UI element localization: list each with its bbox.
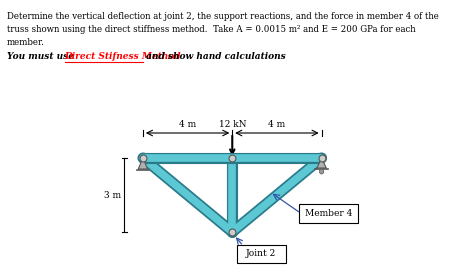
- Text: truss shown using the direct stiffness method.  Take A = 0.0015 m² and E = 200 G: truss shown using the direct stiffness m…: [7, 25, 415, 34]
- Polygon shape: [317, 158, 326, 168]
- Circle shape: [319, 169, 324, 174]
- Text: Joint 2: Joint 2: [246, 249, 276, 259]
- Text: Direct Stifness Method: Direct Stifness Method: [64, 52, 181, 61]
- Polygon shape: [138, 158, 147, 169]
- Text: Member 4: Member 4: [305, 209, 352, 218]
- Text: 12 kN: 12 kN: [219, 120, 246, 129]
- Text: member.: member.: [7, 38, 45, 47]
- Text: Determine the vertical deflection at joint 2, the support reactions, and the for: Determine the vertical deflection at joi…: [7, 12, 438, 21]
- FancyBboxPatch shape: [237, 245, 286, 263]
- Text: 4 m: 4 m: [268, 120, 285, 129]
- FancyBboxPatch shape: [299, 204, 358, 223]
- Text: and show hand calculations: and show hand calculations: [143, 52, 286, 61]
- Text: 4 m: 4 m: [179, 120, 196, 129]
- Text: You must use: You must use: [7, 52, 77, 61]
- Text: 3 m: 3 m: [104, 191, 121, 199]
